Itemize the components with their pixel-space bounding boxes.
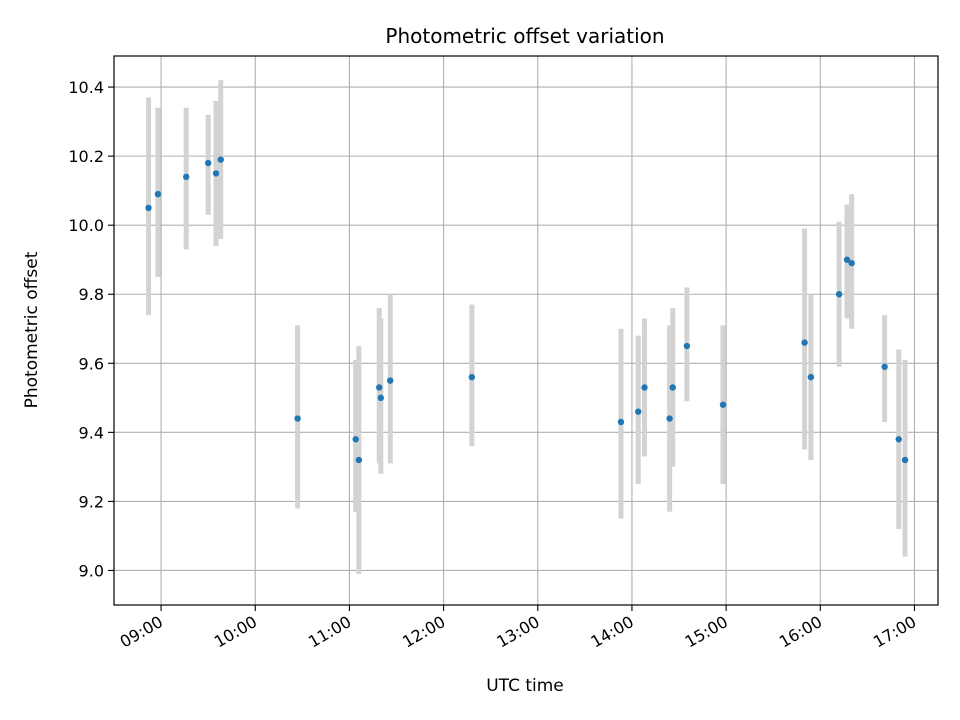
data-point <box>669 384 676 391</box>
x-tick-label: 15:00 <box>682 612 731 652</box>
data-point <box>352 436 359 443</box>
data-point <box>666 415 673 422</box>
data-point <box>145 204 152 212</box>
grid <box>114 56 938 605</box>
y-tick-label: 9.4 <box>79 423 104 442</box>
x-tick-label: 11:00 <box>305 612 354 652</box>
x-tick-label: 12:00 <box>399 612 448 652</box>
data-point <box>901 456 909 464</box>
y-axis-label: Photometric offset <box>22 251 42 408</box>
data-point <box>294 415 301 422</box>
x-tick-label: 09:00 <box>117 612 166 652</box>
x-axis-ticks: 09:00 10:00 11:00 12:00 13:00 14:00 15:00 16:00… <box>117 605 919 652</box>
x-tick-label: 16:00 <box>776 612 825 652</box>
data-point <box>376 384 383 391</box>
y-tick-label: 9.6 <box>79 354 104 373</box>
data-point <box>719 401 727 408</box>
y-tick-label: 10.2 <box>68 147 104 166</box>
data-point <box>635 408 642 415</box>
data-point <box>204 159 212 167</box>
data-point <box>387 377 394 384</box>
data-point <box>154 190 162 198</box>
data-point <box>217 156 224 163</box>
plot-area <box>114 56 938 605</box>
y-axis-ticks: 9.0 9.2 9.4 9.6 9.8 10.0 10.2 10.4 <box>68 78 114 580</box>
data-point <box>801 339 808 346</box>
data-point <box>835 291 843 298</box>
data-point <box>895 436 902 443</box>
data-point <box>807 373 815 381</box>
x-tick-label: 10:00 <box>211 612 260 652</box>
x-tick-label: 17:00 <box>870 612 919 652</box>
x-tick-label: 13:00 <box>493 612 542 652</box>
data-point <box>377 394 385 402</box>
chart-title: Photometric offset variation <box>385 24 664 48</box>
data-point <box>468 373 476 381</box>
data-point <box>182 173 190 181</box>
data-point <box>641 384 648 391</box>
data-point <box>212 170 220 177</box>
plot-frame <box>113 55 939 606</box>
x-axis-label: UTC time <box>486 676 564 696</box>
y-tick-label: 9.8 <box>79 285 104 304</box>
data-point <box>843 256 851 263</box>
data-point <box>848 259 855 267</box>
data-point <box>355 456 363 464</box>
y-tick-label: 10.4 <box>68 78 104 97</box>
y-tick-label: 9.2 <box>79 492 104 511</box>
data-point <box>683 342 691 350</box>
x-tick-label: 14:00 <box>588 612 637 652</box>
data-point <box>881 363 888 370</box>
data-points <box>145 156 909 464</box>
y-tick-label: 10.0 <box>68 216 104 235</box>
data-point <box>617 418 625 426</box>
y-tick-label: 9.0 <box>79 561 104 580</box>
